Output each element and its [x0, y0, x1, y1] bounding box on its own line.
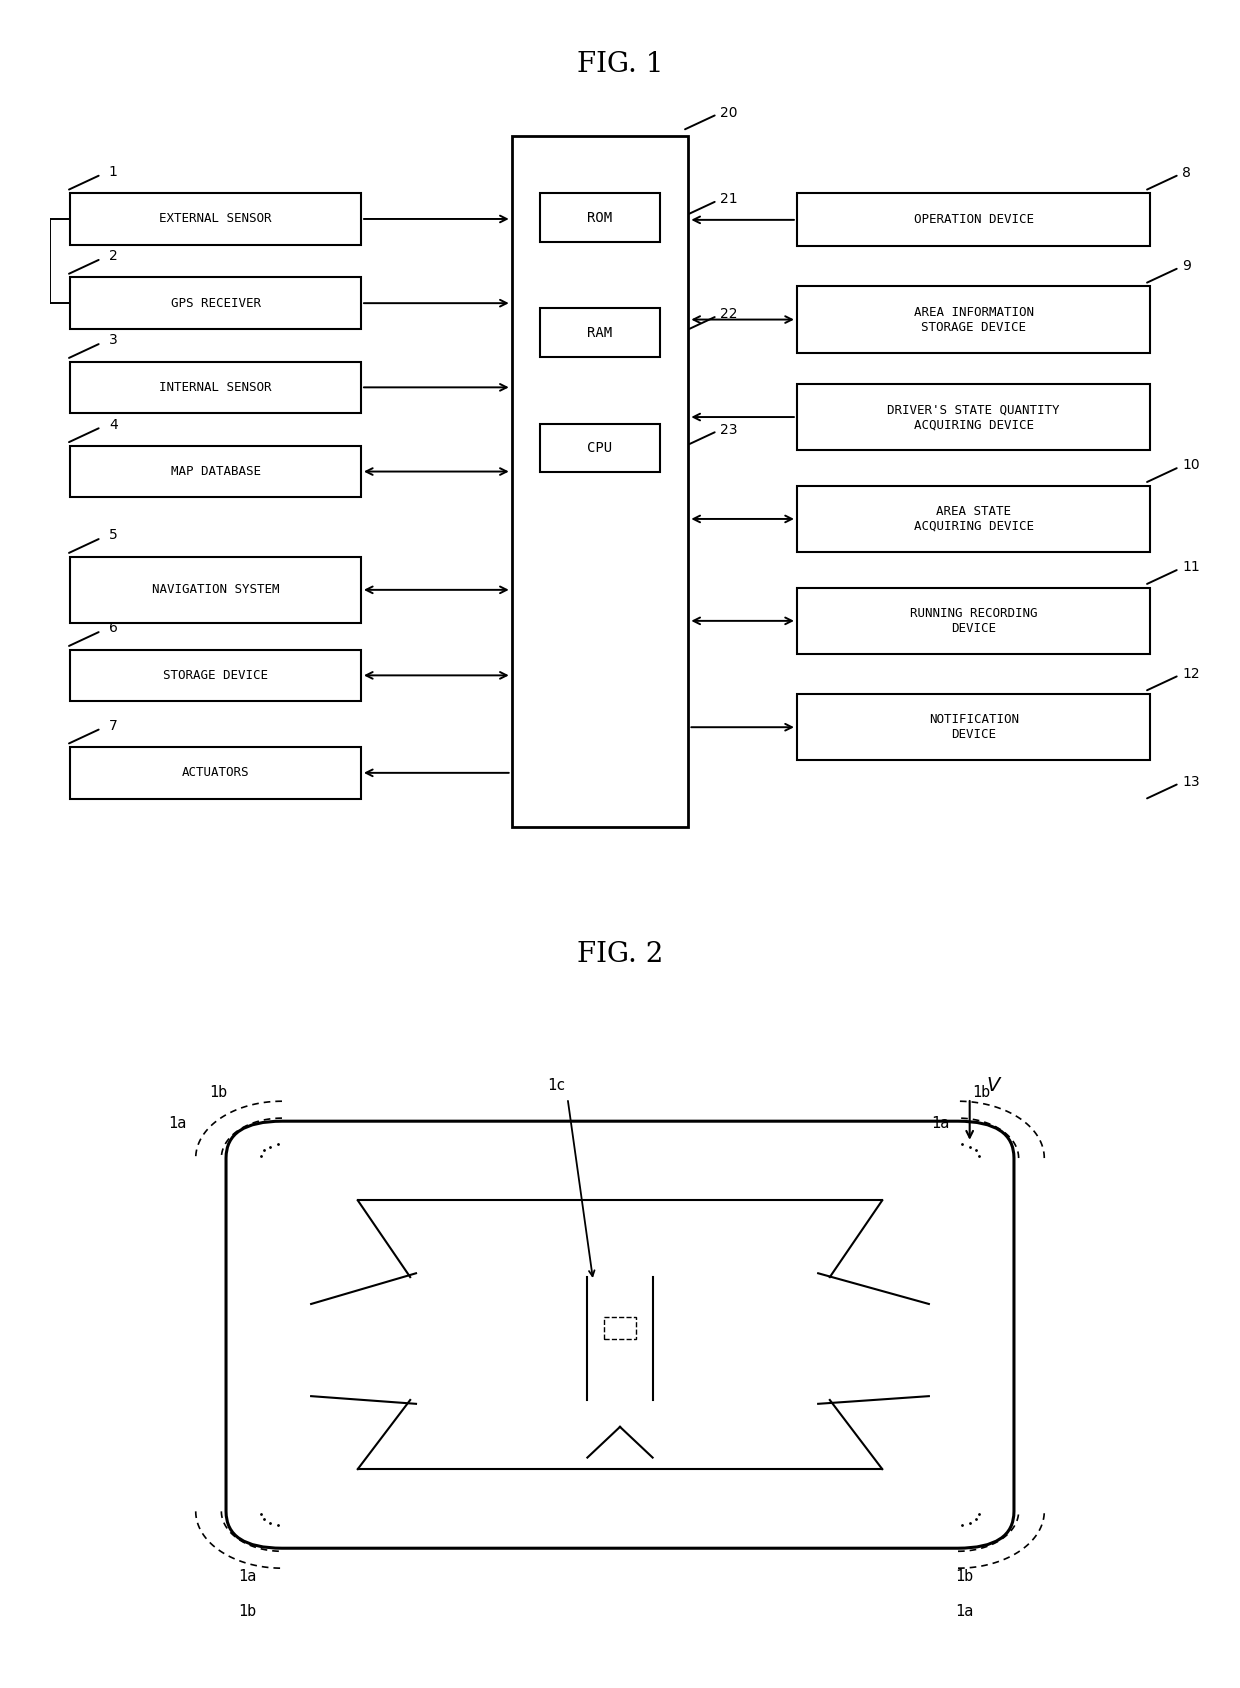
- Text: DRIVER'S STATE QUANTITY
ACQUIRING DEVICE: DRIVER'S STATE QUANTITY ACQUIRING DEVICE: [888, 403, 1060, 430]
- Text: AREA INFORMATION
STORAGE DEVICE: AREA INFORMATION STORAGE DEVICE: [914, 306, 1034, 334]
- Bar: [541, 424, 660, 473]
- Text: AREA STATE
ACQUIRING DEVICE: AREA STATE ACQUIRING DEVICE: [914, 505, 1034, 533]
- Bar: [797, 587, 1151, 653]
- Bar: [71, 446, 361, 498]
- Bar: [797, 287, 1151, 353]
- Bar: [71, 277, 361, 329]
- Text: FIG. 2: FIG. 2: [577, 940, 663, 967]
- Text: 7: 7: [109, 719, 118, 733]
- Text: 6: 6: [109, 621, 118, 635]
- Text: 23: 23: [720, 422, 738, 437]
- Text: INTERNAL SENSOR: INTERNAL SENSOR: [159, 381, 272, 393]
- Text: 1c: 1c: [547, 1077, 565, 1092]
- Bar: [797, 383, 1151, 451]
- Text: STORAGE DEVICE: STORAGE DEVICE: [164, 668, 268, 682]
- Text: MAP DATABASE: MAP DATABASE: [171, 464, 260, 478]
- Text: FIG. 1: FIG. 1: [577, 51, 663, 78]
- Bar: [797, 192, 1151, 246]
- Bar: [797, 486, 1151, 552]
- Text: ROM: ROM: [588, 211, 613, 225]
- Text: CPU: CPU: [588, 441, 613, 456]
- Text: 1b: 1b: [955, 1570, 973, 1583]
- Text: NAVIGATION SYSTEM: NAVIGATION SYSTEM: [151, 584, 279, 596]
- Bar: [541, 192, 660, 241]
- Text: 8: 8: [1183, 165, 1192, 181]
- Bar: [71, 650, 361, 701]
- Bar: [71, 748, 361, 798]
- Text: 9: 9: [1183, 258, 1192, 273]
- Text: 11: 11: [1183, 560, 1200, 574]
- Text: 1a: 1a: [955, 1604, 973, 1619]
- Text: NOTIFICATION
DEVICE: NOTIFICATION DEVICE: [929, 714, 1018, 741]
- Bar: [797, 694, 1151, 760]
- Text: 22: 22: [720, 307, 738, 321]
- Text: 3: 3: [109, 334, 118, 348]
- Text: 5: 5: [109, 528, 118, 542]
- Text: 13: 13: [1183, 775, 1200, 788]
- Text: 1: 1: [109, 165, 118, 179]
- Text: 1a: 1a: [931, 1116, 950, 1131]
- Text: RUNNING RECORDING
DEVICE: RUNNING RECORDING DEVICE: [910, 608, 1038, 635]
- Text: OPERATION DEVICE: OPERATION DEVICE: [914, 213, 1034, 226]
- Text: 1b: 1b: [972, 1085, 991, 1101]
- Text: ACTUATORS: ACTUATORS: [182, 766, 249, 780]
- Text: 12: 12: [1183, 667, 1200, 680]
- Text: 1a: 1a: [167, 1116, 186, 1131]
- Bar: [512, 135, 688, 827]
- Text: EXTERNAL SENSOR: EXTERNAL SENSOR: [159, 213, 272, 226]
- FancyBboxPatch shape: [226, 1121, 1014, 1548]
- Text: 20: 20: [720, 106, 738, 120]
- Bar: [604, 1317, 636, 1339]
- Text: V: V: [986, 1075, 999, 1094]
- Text: 2: 2: [109, 250, 118, 263]
- Text: 10: 10: [1183, 459, 1200, 473]
- Bar: [541, 309, 660, 358]
- Bar: [71, 192, 361, 245]
- Text: 1b: 1b: [208, 1085, 227, 1101]
- Text: RAM: RAM: [588, 326, 613, 339]
- Bar: [71, 361, 361, 414]
- Text: GPS RECEIVER: GPS RECEIVER: [171, 297, 260, 309]
- Text: 21: 21: [720, 192, 738, 206]
- Text: 1b: 1b: [238, 1604, 257, 1619]
- Bar: [71, 557, 361, 623]
- Text: 4: 4: [109, 417, 118, 432]
- Text: 1a: 1a: [238, 1570, 257, 1583]
